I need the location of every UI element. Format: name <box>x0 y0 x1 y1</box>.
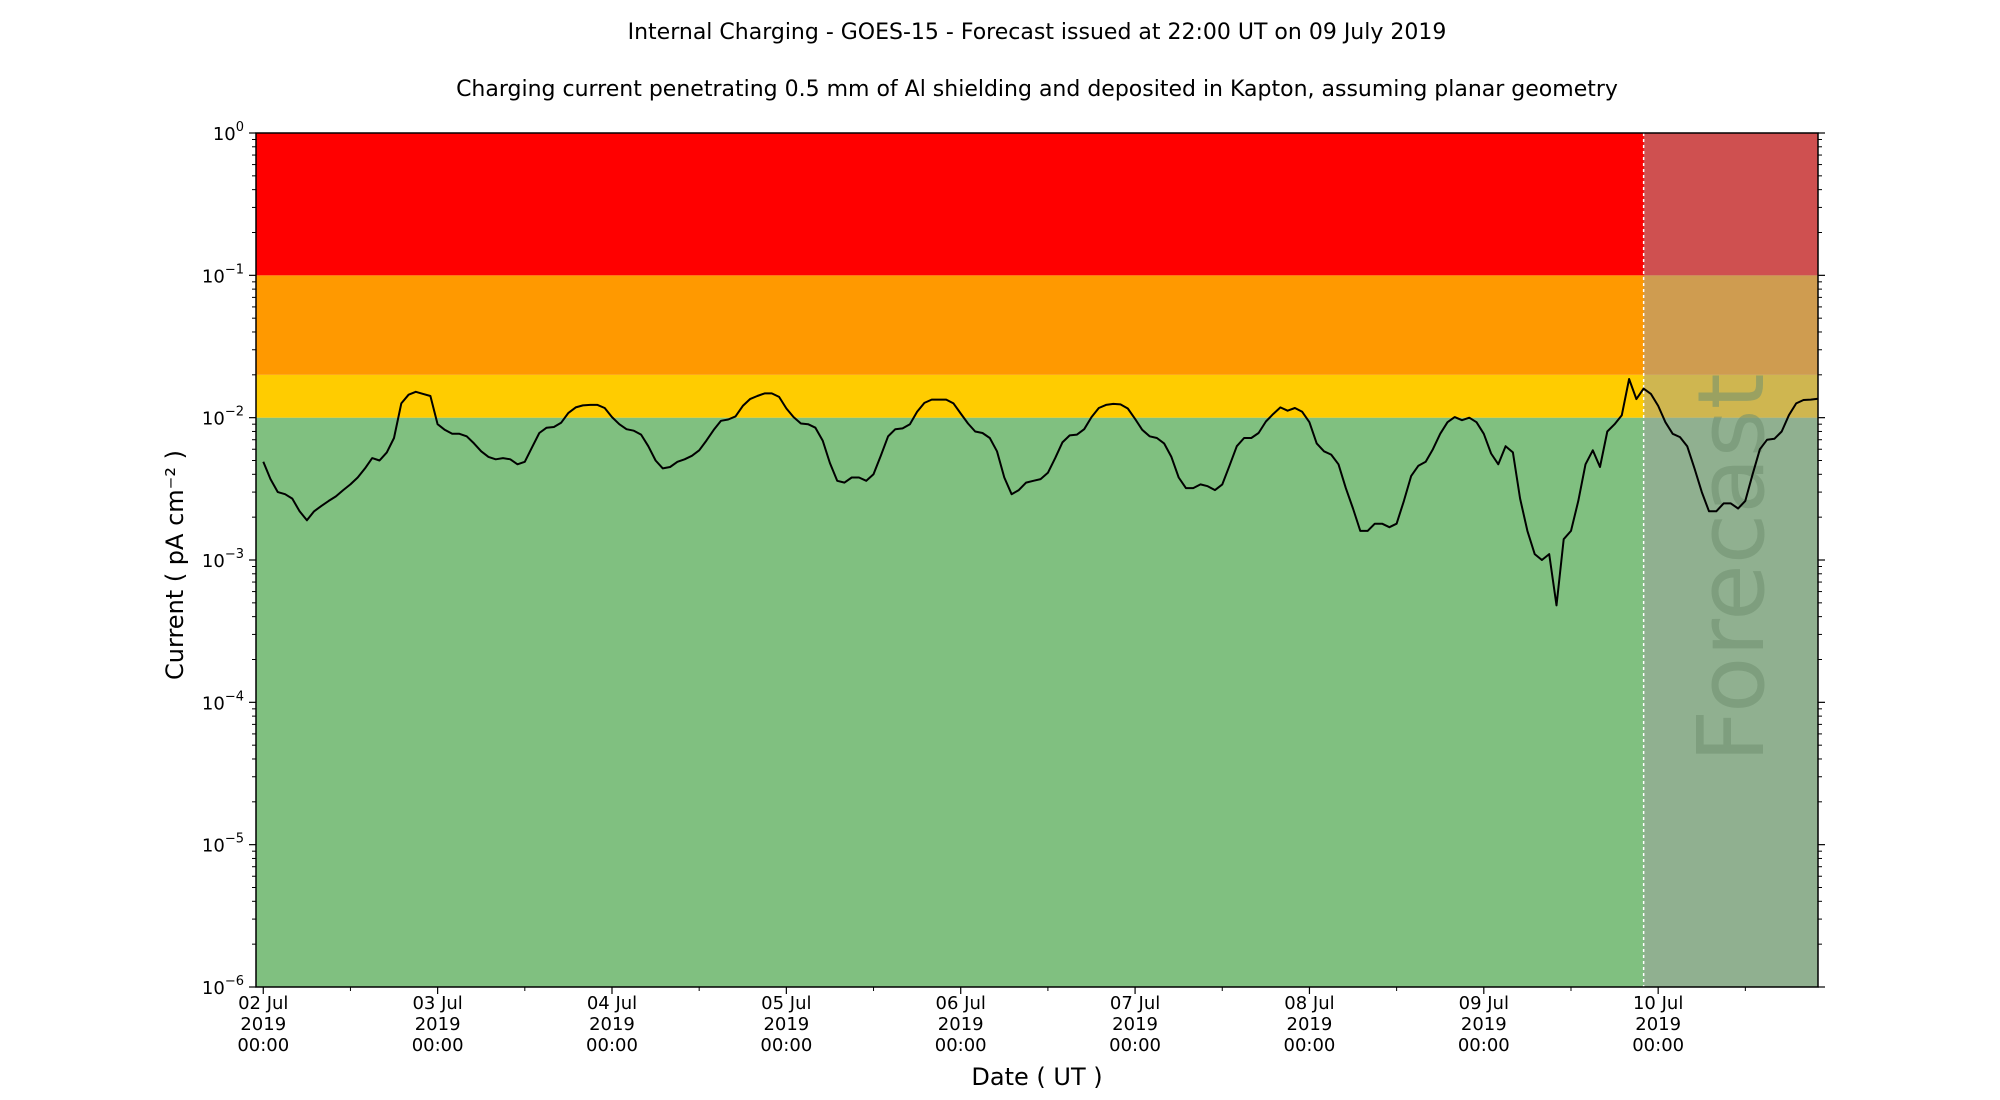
forecast-label: Forecast <box>1678 373 1785 762</box>
forecast-region: Forecast <box>1642 133 1818 987</box>
y-tick-label: 10−3 <box>202 547 244 572</box>
forecast-shade <box>1643 133 1818 987</box>
risk-band <box>256 417 1818 988</box>
x-tick-label: 03 Jul 2019 00:00 <box>412 993 464 1056</box>
y-tick-label: 10−4 <box>202 689 244 714</box>
y-tick-label: 10−1 <box>202 262 244 287</box>
x-tick-label: 04 Jul 2019 00:00 <box>586 993 638 1056</box>
x-tick-label: 07 Jul 2019 00:00 <box>1109 993 1161 1056</box>
x-tick-label: 02 Jul 2019 00:00 <box>237 993 289 1056</box>
chart-subtitle: Charging current penetrating 0.5 mm of A… <box>456 77 1618 102</box>
x-tick-label: 08 Jul 2019 00:00 <box>1284 993 1336 1056</box>
axes: 10−6 10−5 10−4 10−3 10−2 10−1 100 02 Jul 2019 00:… <box>202 120 1825 1056</box>
x-tick-label: 10 Jul 2019 00:00 <box>1632 993 1684 1056</box>
series-line <box>262 378 1819 607</box>
y-axis-label: Current ( pA cm⁻² ) <box>161 450 189 680</box>
x-tick-label: 06 Jul 2019 00:00 <box>935 993 987 1056</box>
risk-band <box>256 374 1818 418</box>
chart-title: Internal Charging - GOES-15 - Forecast i… <box>628 20 1447 45</box>
x-tick-label: 05 Jul 2019 00:00 <box>760 993 812 1056</box>
y-tick-label: 10−5 <box>202 832 244 857</box>
risk-band <box>256 133 1818 276</box>
y-tick-label: 100 <box>213 120 244 145</box>
x-axis-label: Date ( UT ) <box>971 1063 1102 1091</box>
risk-band <box>256 275 1818 375</box>
risk-bands <box>256 133 1818 988</box>
y-tick-label: 10−6 <box>202 974 244 999</box>
data-series <box>262 378 1819 607</box>
x-tick-label: 09 Jul 2019 00:00 <box>1458 993 1510 1056</box>
y-tick-label: 10−2 <box>202 405 244 430</box>
